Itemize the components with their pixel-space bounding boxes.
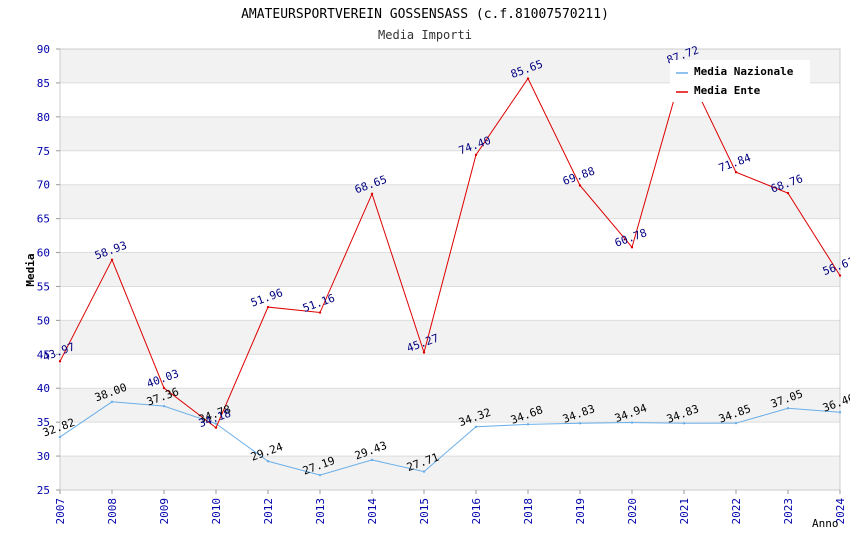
data-point [110, 400, 114, 403]
data-point [682, 422, 686, 425]
data-point [370, 192, 374, 196]
data-point [786, 407, 790, 410]
data-point [526, 423, 530, 426]
data-point [734, 171, 738, 174]
data-point [214, 426, 218, 429]
y-tick-label: 25 [37, 484, 50, 497]
plot-band [60, 456, 840, 490]
series-line-media-nazionale [60, 401, 840, 476]
y-tick-label: 70 [37, 179, 50, 192]
x-tick-label: 2019 [574, 498, 587, 525]
y-tick-label: 55 [37, 280, 50, 293]
plot-band [60, 252, 840, 287]
data-point [630, 246, 634, 249]
plot-band [60, 184, 840, 219]
data-point [630, 421, 634, 424]
data-point [526, 77, 530, 80]
x-tick-label: 2013 [314, 498, 327, 525]
data-point [578, 422, 582, 425]
data-point [266, 460, 270, 463]
data-point [370, 458, 374, 462]
x-tick-label: 2008 [106, 498, 119, 525]
data-point [162, 404, 166, 408]
data-label: 43.97 [41, 340, 77, 364]
y-tick-label: 85 [37, 77, 50, 90]
series-line-media-ente [60, 63, 840, 429]
data-label: 51.16 [301, 291, 337, 315]
y-tick-label: 40 [37, 382, 50, 395]
x-tick-label: 2012 [262, 498, 275, 525]
x-axis: 2007 2008 2009 2010 2012 2013 2014 2015 2016 2018… [54, 490, 847, 525]
plot-background-bands [60, 49, 840, 490]
y-tick-label: 90 [37, 43, 50, 56]
legend-label-media-ente: Media Ente [694, 84, 761, 97]
data-point [578, 184, 582, 187]
y-axis: 25 30 35 40 45 50 55 60 65 70 75 80 85 90 [37, 43, 60, 497]
data-point [318, 311, 322, 314]
x-tick-label: 2024 [834, 498, 847, 525]
x-tick-label: 2007 [54, 498, 67, 525]
plot-band [60, 320, 840, 355]
legend-box [670, 60, 810, 102]
y-tick-label: 75 [37, 145, 50, 158]
data-point [838, 411, 842, 414]
data-point [474, 153, 478, 157]
x-tick-label: 2014 [366, 498, 379, 525]
data-point [786, 191, 790, 195]
data-point [318, 473, 322, 477]
plot-frame [59, 48, 841, 491]
plot-band [60, 116, 840, 151]
plot-band [60, 388, 840, 423]
x-tick-label: 2009 [158, 498, 171, 525]
data-point [58, 360, 62, 363]
x-tick-label: 2010 [210, 498, 223, 525]
y-tick-label: 60 [37, 247, 50, 260]
y-axis-title: Media [24, 253, 37, 286]
data-point [162, 386, 166, 390]
data-point [58, 435, 62, 439]
x-tick-label: 2016 [470, 498, 483, 525]
x-tick-label: 2023 [782, 498, 795, 525]
data-point [734, 421, 738, 425]
x-tick-label: 2021 [678, 498, 691, 525]
data-point [214, 422, 218, 425]
x-tick-label: 2020 [626, 498, 639, 525]
x-tick-label: 2022 [730, 498, 743, 525]
legend-label-media-nazionale: Media Nazionale [694, 65, 794, 78]
legend: Media Nazionale Media Ente [670, 60, 810, 102]
data-label: 51.96 [249, 286, 285, 310]
data-point [422, 351, 426, 354]
y-tick-label: 50 [37, 314, 50, 327]
data-point [474, 425, 478, 428]
x-axis-title: Anno [812, 517, 839, 530]
data-point [110, 258, 114, 261]
data-point [266, 305, 270, 309]
y-tick-label: 80 [37, 111, 50, 124]
y-tick-label: 45 [37, 348, 50, 361]
data-point [838, 274, 842, 277]
y-tick-label: 30 [37, 450, 50, 463]
x-tick-label: 2015 [418, 498, 431, 525]
chart-subtitle: Media Importi [378, 28, 472, 42]
chart-title: AMATEURSPORTVEREIN GOSSENSASS (c.f.81007… [241, 7, 609, 22]
x-tick-label: 2018 [522, 498, 535, 525]
data-point [422, 470, 426, 473]
y-tick-label: 65 [37, 213, 50, 226]
y-tick-label: 35 [37, 416, 50, 429]
